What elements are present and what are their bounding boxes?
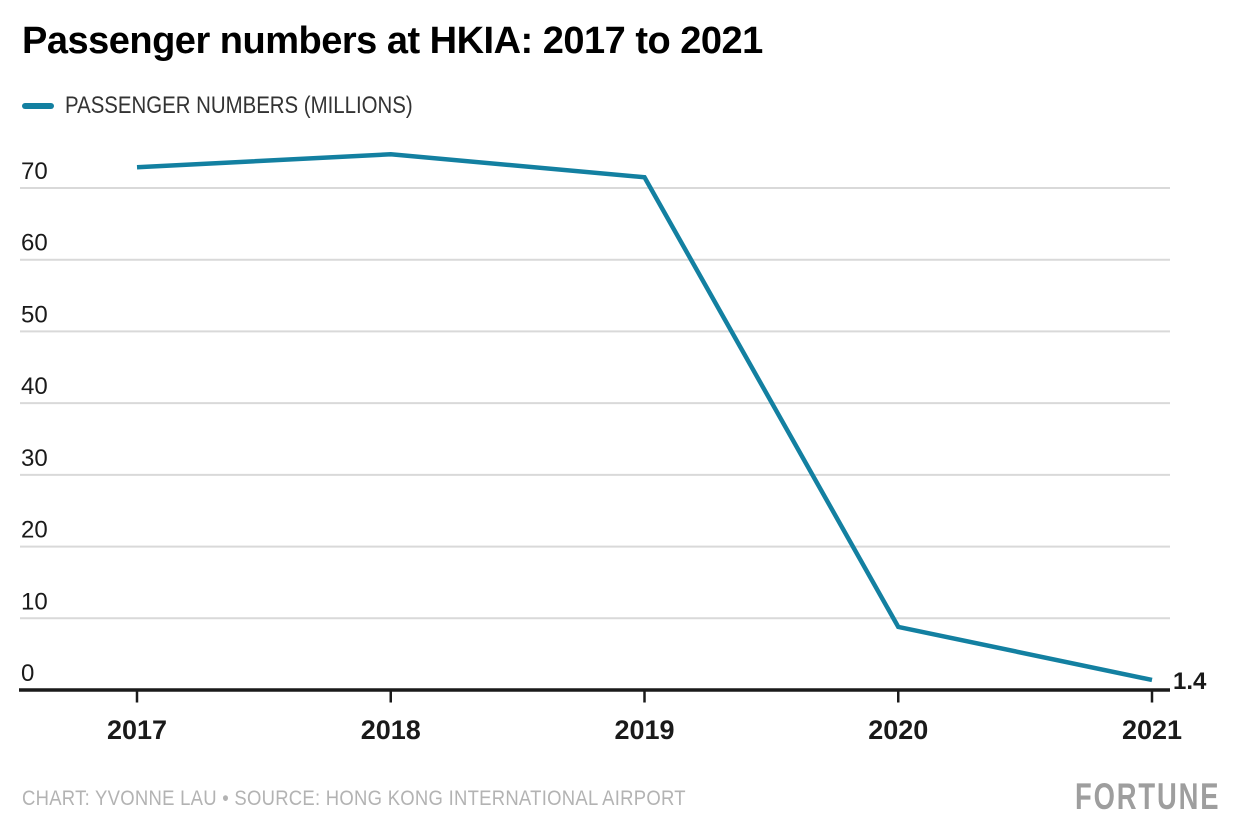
legend: PASSENGER NUMBERS (MILLIONS) <box>22 92 474 120</box>
y-axis-tick-label: 0 <box>21 660 34 687</box>
y-axis-tick-label: 30 <box>21 445 48 472</box>
series-end-value-label: 1.4 <box>1173 668 1207 695</box>
y-axis-tick-label: 20 <box>21 517 48 544</box>
y-axis-tick-label: 70 <box>21 158 48 185</box>
y-axis-tick-label: 10 <box>21 588 48 615</box>
page-title: Passenger numbers at HKIA: 2017 to 2021 <box>22 20 763 62</box>
x-axis-tick-label: 2018 <box>361 715 421 745</box>
chart-attribution: CHART: YVONNE LAU • SOURCE: HONG KONG IN… <box>22 787 686 810</box>
legend-line-swatch <box>22 103 54 109</box>
y-axis-tick-label: 50 <box>21 301 48 328</box>
legend-label: PASSENGER NUMBERS (MILLIONS) <box>65 92 413 119</box>
x-axis-tick-label: 2021 <box>1122 715 1182 745</box>
passenger-numbers-series-line <box>136 152 1153 683</box>
y-axis-tick-label: 40 <box>21 373 48 400</box>
x-axis-tick-label: 2019 <box>614 715 674 745</box>
x-axis-tick-label: 2017 <box>107 715 167 745</box>
fortune-logo: FORTUNE <box>1074 776 1220 817</box>
y-axis-tick-label: 60 <box>21 230 48 257</box>
x-axis-tick-label: 2020 <box>868 715 928 745</box>
